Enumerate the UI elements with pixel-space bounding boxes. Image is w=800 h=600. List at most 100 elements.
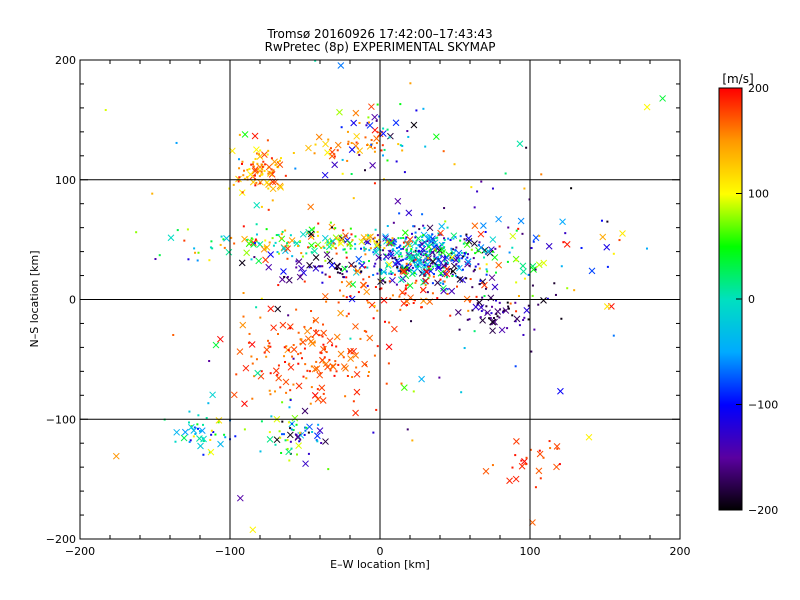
dot-marker bbox=[197, 414, 200, 417]
dot-marker bbox=[368, 249, 371, 252]
dot-marker bbox=[460, 251, 463, 254]
dot-marker bbox=[243, 169, 246, 172]
x-marker bbox=[440, 287, 448, 295]
x-marker bbox=[448, 254, 456, 261]
dot-marker bbox=[404, 284, 407, 287]
x-marker bbox=[366, 122, 374, 129]
x-marker bbox=[322, 140, 329, 148]
x-marker bbox=[230, 391, 238, 399]
dot-marker bbox=[280, 451, 283, 454]
dot-marker bbox=[234, 435, 237, 438]
x-marker bbox=[516, 140, 524, 148]
x-marker bbox=[535, 261, 543, 269]
dot-marker bbox=[455, 263, 458, 266]
x-marker bbox=[266, 170, 274, 177]
x-marker bbox=[312, 316, 320, 324]
dot-marker bbox=[237, 180, 240, 183]
dot-marker bbox=[307, 452, 310, 455]
x-marker bbox=[489, 236, 497, 243]
x-marker bbox=[334, 263, 342, 270]
dot-marker bbox=[260, 163, 263, 166]
dot-marker bbox=[402, 236, 405, 239]
dot-marker bbox=[450, 252, 453, 255]
dot-marker bbox=[442, 282, 445, 285]
dot-marker bbox=[390, 272, 393, 275]
dot-marker bbox=[406, 283, 409, 286]
dot-marker bbox=[241, 191, 244, 194]
x-marker bbox=[506, 477, 513, 485]
dot-marker bbox=[422, 107, 425, 110]
dot-marker bbox=[507, 305, 510, 308]
dot-marker bbox=[296, 453, 299, 456]
dot-marker bbox=[439, 254, 442, 257]
dot-marker bbox=[386, 225, 389, 228]
dot-marker bbox=[436, 236, 439, 239]
x-marker bbox=[498, 326, 506, 334]
dot-marker bbox=[367, 301, 370, 304]
x-marker bbox=[348, 146, 356, 154]
dot-marker bbox=[334, 247, 337, 250]
cluster-band-50 bbox=[158, 221, 444, 274]
x-marker bbox=[253, 201, 261, 209]
x-marker bbox=[337, 239, 345, 247]
dot-marker bbox=[320, 352, 323, 355]
dot-marker bbox=[260, 173, 263, 176]
dot-marker bbox=[301, 255, 304, 258]
x-marker bbox=[180, 434, 188, 442]
x-marker bbox=[519, 262, 527, 270]
dot-marker bbox=[546, 297, 549, 300]
dot-marker bbox=[289, 234, 292, 237]
dot-marker bbox=[368, 275, 371, 278]
dot-marker bbox=[292, 151, 295, 154]
x-marker bbox=[395, 259, 402, 266]
dot-marker bbox=[388, 280, 391, 283]
dot-marker bbox=[270, 415, 273, 418]
x-marker bbox=[352, 323, 359, 330]
dot-marker bbox=[485, 263, 488, 266]
dot-marker bbox=[346, 375, 349, 378]
x-marker bbox=[373, 135, 380, 142]
dot-marker bbox=[438, 253, 441, 256]
dot-marker bbox=[471, 286, 474, 289]
dot-marker bbox=[362, 261, 365, 264]
dot-marker bbox=[382, 249, 385, 252]
dot-marker bbox=[364, 247, 367, 250]
dot-marker bbox=[428, 269, 431, 272]
dot-marker bbox=[255, 223, 258, 226]
dot-marker bbox=[307, 246, 310, 249]
dot-marker bbox=[300, 338, 303, 341]
dot-marker bbox=[318, 265, 321, 268]
dot-marker bbox=[506, 301, 509, 304]
dot-marker bbox=[391, 257, 394, 260]
dot-marker bbox=[520, 459, 523, 462]
dot-marker bbox=[341, 273, 344, 276]
dot-marker bbox=[476, 302, 479, 305]
dot-marker bbox=[410, 269, 413, 272]
dot-marker bbox=[472, 270, 475, 273]
dot-marker bbox=[351, 239, 354, 242]
x-marker bbox=[296, 273, 304, 281]
x-marker bbox=[321, 234, 329, 242]
dot-marker bbox=[375, 142, 378, 145]
dot-marker bbox=[573, 289, 576, 292]
x-marker bbox=[477, 244, 485, 251]
dot-marker bbox=[498, 301, 501, 304]
dot-marker bbox=[345, 296, 348, 299]
x-marker bbox=[358, 238, 366, 245]
dot-marker bbox=[553, 282, 556, 285]
dot-marker bbox=[174, 440, 177, 443]
dot-marker bbox=[421, 288, 424, 291]
dot-marker bbox=[534, 268, 537, 271]
dot-marker bbox=[317, 423, 320, 426]
dot-marker bbox=[458, 277, 461, 280]
dot-marker bbox=[447, 237, 450, 240]
dot-marker bbox=[319, 372, 322, 375]
x-marker bbox=[326, 337, 334, 345]
dot-marker bbox=[443, 260, 446, 263]
dot-marker bbox=[506, 260, 509, 263]
dot-marker bbox=[355, 366, 358, 369]
dot-marker bbox=[298, 440, 301, 443]
x-marker bbox=[311, 247, 318, 255]
dot-marker bbox=[522, 333, 525, 336]
